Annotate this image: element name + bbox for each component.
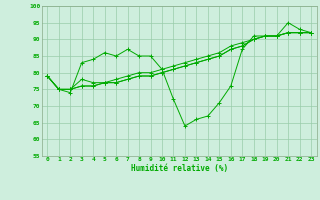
X-axis label: Humidité relative (%): Humidité relative (%) — [131, 164, 228, 173]
